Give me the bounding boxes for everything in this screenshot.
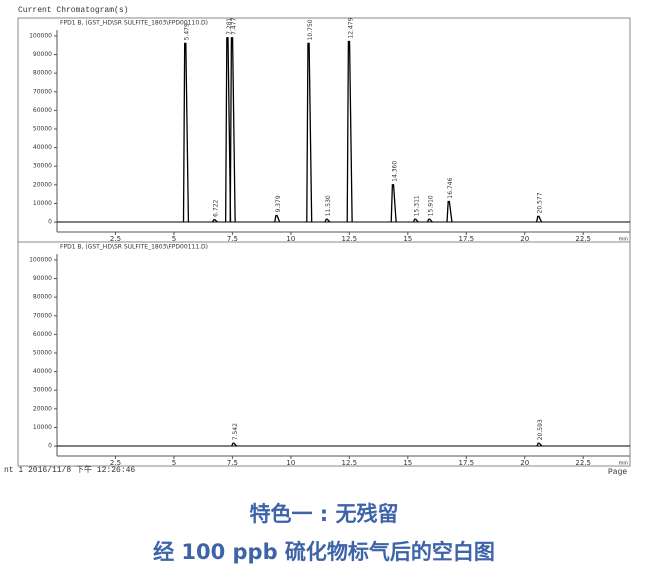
x-axis-unit: min xyxy=(619,461,628,467)
x-tick-label: 7.5 xyxy=(227,459,238,467)
caption: 特色一 : 无残留 xyxy=(249,502,398,526)
x-tick-label: 15 xyxy=(403,235,412,243)
peak-label: 15.311 xyxy=(414,195,421,216)
x-tick-label: 5 xyxy=(172,459,176,467)
x-tick-label: 22.5 xyxy=(575,459,591,467)
peak xyxy=(231,442,238,447)
peak xyxy=(211,219,218,223)
panel-header: FPD1 B, (GST_HD\SR SULFITE_1803\FPD00111… xyxy=(60,244,208,251)
peak-label: 6.722 xyxy=(213,199,220,216)
x-tick-label: 17.5 xyxy=(458,235,474,243)
y-tick-label: 20000 xyxy=(33,405,52,412)
peak xyxy=(274,214,281,223)
peak xyxy=(224,37,232,223)
x-axis-unit: min xyxy=(619,237,628,243)
y-tick-label: 90000 xyxy=(33,275,52,282)
y-tick-label: 0 xyxy=(48,443,52,450)
peak-label: 12.479 xyxy=(347,17,354,38)
panel-header: FPD1 B, (GST_HD\SR SULFITE_1803\FPD00110… xyxy=(60,20,208,27)
peak-label: 11.530 xyxy=(325,195,332,216)
y-tick-label: 50000 xyxy=(33,126,52,133)
peak-label: 15.910 xyxy=(428,195,435,216)
peak-label: 5.479 xyxy=(184,23,191,40)
y-tick-label: 90000 xyxy=(33,51,52,58)
peak-label: 20.577 xyxy=(537,192,544,213)
y-tick-label: 70000 xyxy=(33,312,52,319)
x-tick-label: 7.5 xyxy=(227,235,238,243)
peak xyxy=(535,215,543,223)
window-title: Current Chromatogram(s) xyxy=(18,6,128,15)
x-tick-label: 5 xyxy=(172,235,176,243)
x-tick-label: 2.5 xyxy=(110,235,121,243)
x-tick-label: 20 xyxy=(520,459,529,467)
peak xyxy=(229,37,236,223)
peak-label: 10.750 xyxy=(307,19,314,40)
x-tick-label: 12.5 xyxy=(342,235,358,243)
y-tick-label: 30000 xyxy=(33,163,52,170)
x-tick-label: 10 xyxy=(286,235,295,243)
x-tick-label: 2.5 xyxy=(110,459,121,467)
peak xyxy=(446,200,453,223)
x-tick-label: 17.5 xyxy=(458,459,474,467)
peak-label: 7.477 xyxy=(230,17,237,34)
peak xyxy=(390,184,397,223)
peak xyxy=(426,218,433,223)
y-tick-label: 60000 xyxy=(33,331,52,338)
y-tick-label: 40000 xyxy=(33,368,52,375)
peak xyxy=(306,42,313,223)
peak-label: 7.281 xyxy=(226,17,233,34)
y-tick-label: 100000 xyxy=(29,32,52,39)
peak-label: 9.379 xyxy=(275,195,282,212)
x-tick-label: 15 xyxy=(403,459,412,467)
peak xyxy=(536,442,543,447)
peak xyxy=(346,40,353,223)
y-tick-label: 30000 xyxy=(33,387,52,394)
x-tick-label: 22.5 xyxy=(575,235,591,243)
peak-label: 20.593 xyxy=(537,419,544,440)
y-tick-label: 80000 xyxy=(33,70,52,77)
y-tick-label: 10000 xyxy=(33,424,52,431)
footer-left: nt 1 2016/11/8 下午 12:26:46 xyxy=(4,464,135,475)
x-tick-label: 12.5 xyxy=(342,459,358,467)
peak xyxy=(182,42,190,223)
peak xyxy=(324,218,331,223)
y-tick-label: 100000 xyxy=(29,256,52,263)
y-tick-label: 40000 xyxy=(33,144,52,151)
y-tick-label: 0 xyxy=(48,219,52,226)
x-tick-label: 20 xyxy=(520,235,529,243)
peak xyxy=(412,218,419,223)
x-tick-label: 10 xyxy=(286,459,295,467)
y-tick-label: 60000 xyxy=(33,107,52,114)
peak-label: 14.360 xyxy=(391,161,398,182)
y-tick-label: 50000 xyxy=(33,350,52,357)
footer-right: Page xyxy=(608,468,627,477)
peak-label: 7.542 xyxy=(232,423,239,440)
peak-label: 16.746 xyxy=(447,177,454,198)
y-tick-label: 80000 xyxy=(33,294,52,301)
y-tick-label: 20000 xyxy=(33,181,52,188)
caption: 经 100 ppb 硫化物标气后的空白图 xyxy=(153,540,495,564)
y-tick-label: 10000 xyxy=(33,200,52,207)
y-tick-label: 70000 xyxy=(33,88,52,95)
